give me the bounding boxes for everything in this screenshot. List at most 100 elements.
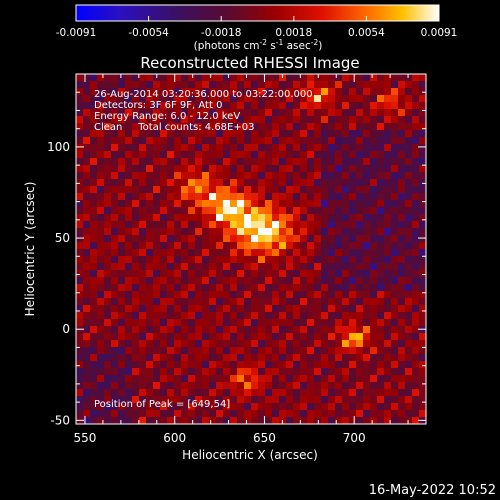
heatmap-cell (405, 88, 413, 96)
heatmap-cell (202, 158, 210, 166)
heatmap-cell (209, 347, 217, 355)
heatmap-cell (314, 284, 322, 292)
heatmap-cell (293, 109, 301, 117)
heatmap-cell (419, 102, 427, 110)
heatmap-cell (419, 368, 427, 376)
heatmap-cell (209, 291, 217, 299)
heatmap-cell (195, 403, 203, 411)
heatmap-cell (272, 102, 280, 110)
heatmap-cell (377, 144, 385, 152)
heatmap-cell (111, 340, 119, 348)
heatmap-cell (272, 88, 280, 96)
heatmap-cell (335, 200, 343, 208)
heatmap-cell (356, 319, 364, 327)
heatmap-cell (237, 361, 245, 369)
heatmap-cell (391, 417, 399, 425)
heatmap-cell (188, 207, 196, 215)
heatmap-cell (356, 235, 364, 243)
heatmap-cell (223, 298, 231, 306)
annotation-detectors: Detectors: 3F 6F 9F, Att 0 (94, 100, 222, 111)
heatmap-cell (279, 102, 287, 110)
heatmap-cell (97, 88, 105, 96)
heatmap-cell (83, 88, 91, 96)
heatmap-cell (146, 207, 154, 215)
heatmap-cell (391, 81, 399, 89)
heatmap-cell (230, 284, 238, 292)
heatmap-cell (314, 347, 322, 355)
heatmap-cell (335, 207, 343, 215)
heatmap-cell (216, 207, 224, 215)
heatmap-cell (391, 347, 399, 355)
heatmap-cell (167, 326, 175, 334)
heatmap-cell (237, 228, 245, 236)
heatmap-cell (104, 165, 112, 173)
heatmap-cell (209, 151, 217, 159)
heatmap-cell (181, 256, 189, 264)
heatmap-cell (188, 382, 196, 390)
heatmap-cell (209, 102, 217, 110)
heatmap-cell (405, 263, 413, 271)
heatmap-cell (202, 102, 210, 110)
heatmap-cell (377, 214, 385, 222)
heatmap-cell (132, 298, 140, 306)
heatmap-cell (412, 207, 420, 215)
heatmap-cell (153, 137, 161, 145)
heatmap-cell (104, 270, 112, 278)
heatmap-cell (195, 179, 203, 187)
heatmap-cell (349, 228, 357, 236)
heatmap-cell (251, 333, 259, 341)
heatmap-cell (328, 102, 336, 110)
heatmap-cell (195, 165, 203, 173)
heatmap-cell (195, 193, 203, 201)
heatmap-cell (132, 88, 140, 96)
heatmap-cell (118, 389, 126, 397)
heatmap-cell (342, 319, 350, 327)
heatmap-cell (412, 151, 420, 159)
heatmap-cell (314, 305, 322, 313)
heatmap-cell (405, 298, 413, 306)
heatmap-cell (76, 249, 84, 257)
heatmap-cell (209, 410, 217, 418)
heatmap-cell (209, 249, 217, 257)
heatmap-cell (356, 207, 364, 215)
heatmap-cell (251, 235, 259, 243)
heatmap-cell (419, 165, 427, 173)
heatmap-cell (384, 179, 392, 187)
heatmap-cell (370, 74, 378, 82)
heatmap-cell (265, 158, 273, 166)
heatmap-cell (146, 158, 154, 166)
heatmap-cell (398, 116, 406, 124)
heatmap-cell (195, 172, 203, 180)
heatmap-cell (174, 95, 182, 103)
heatmap-cell (307, 200, 315, 208)
heatmap-cell (104, 109, 112, 117)
heatmap-cell (132, 270, 140, 278)
heatmap-cell (279, 270, 287, 278)
heatmap-cell (132, 214, 140, 222)
heatmap-cell (223, 81, 231, 89)
heatmap-cell (300, 305, 308, 313)
heatmap-cell (356, 242, 364, 250)
heatmap-cell (230, 172, 238, 180)
heatmap-cell (412, 305, 420, 313)
heatmap-cell (139, 179, 147, 187)
heatmap-cell (286, 242, 294, 250)
heatmap-cell (139, 298, 147, 306)
heatmap-cell (97, 74, 105, 82)
heatmap-cell (153, 221, 161, 229)
heatmap-cell (118, 305, 126, 313)
heatmap-cell (118, 347, 126, 355)
heatmap-cell (419, 179, 427, 187)
heatmap-cell (160, 74, 168, 82)
heatmap-cell (132, 158, 140, 166)
heatmap-cell (125, 193, 133, 201)
heatmap-cell (370, 403, 378, 411)
heatmap-cell (363, 326, 371, 334)
heatmap-cell (251, 256, 259, 264)
heatmap-cell (279, 200, 287, 208)
heatmap-cell (272, 270, 280, 278)
heatmap-cell (118, 417, 126, 425)
heatmap-cell (293, 382, 301, 390)
heatmap-cell (398, 207, 406, 215)
heatmap-cell (146, 172, 154, 180)
